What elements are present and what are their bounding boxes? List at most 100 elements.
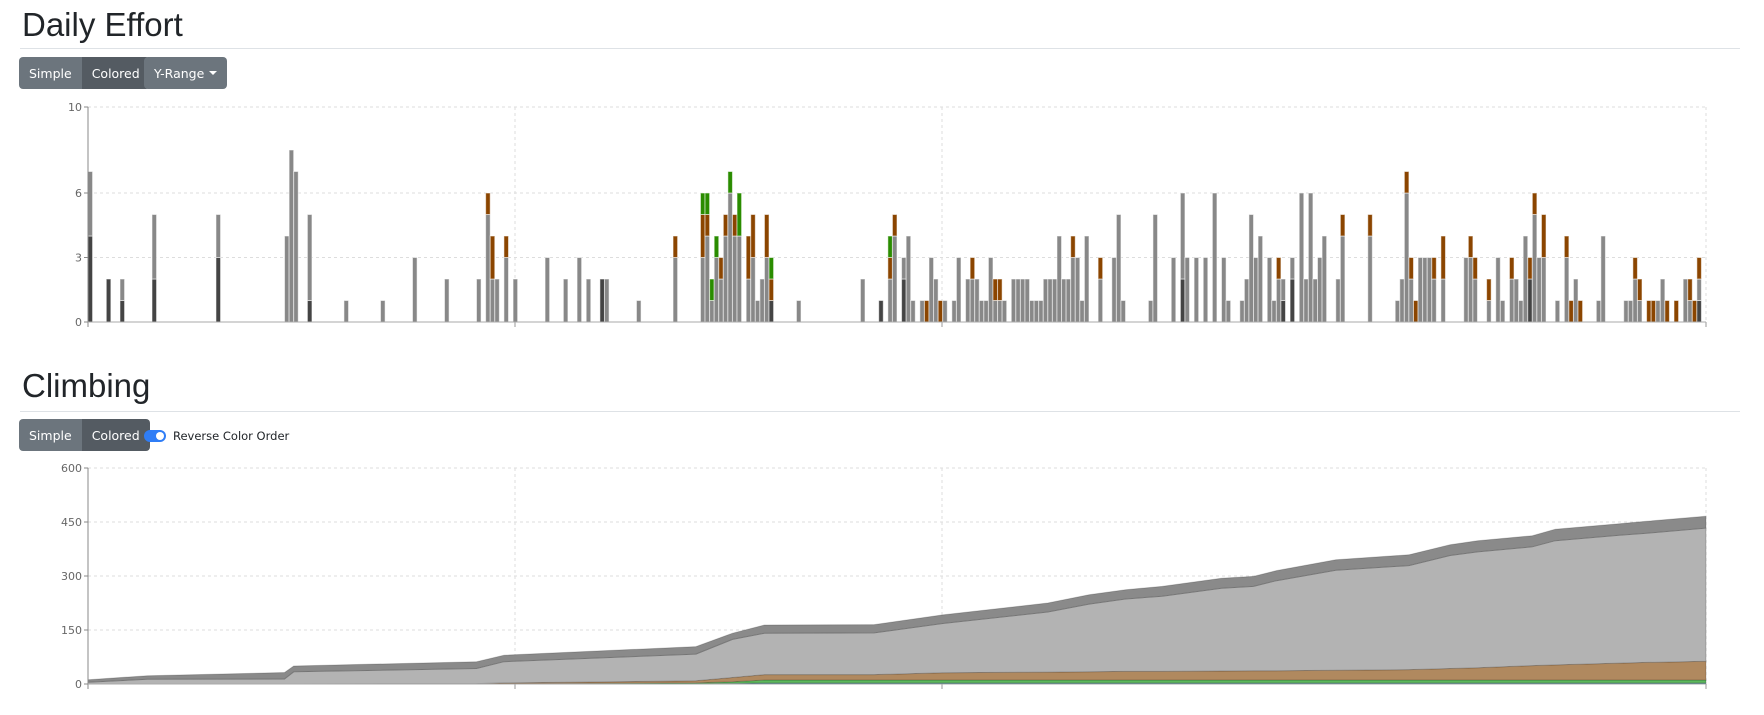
bar-segment-gray xyxy=(1522,235,1529,323)
bar-segment-brown xyxy=(923,300,930,323)
bar-segment-dark xyxy=(1696,300,1702,323)
bar-segment-gray xyxy=(992,300,999,323)
bar-segment-gray xyxy=(887,278,893,323)
bar-segment-gray xyxy=(969,278,976,323)
bar-segment-brown xyxy=(1563,235,1570,258)
bar-segment-gray xyxy=(1042,278,1049,323)
bar-segment-gray xyxy=(576,257,583,323)
bar-segment-gray xyxy=(1495,257,1501,323)
toggle-switch[interactable] xyxy=(144,430,166,442)
bar-segment-brown xyxy=(1527,257,1533,280)
bar-segment-gray xyxy=(919,300,925,323)
colored-button[interactable]: Colored xyxy=(81,57,150,89)
bar-segment-brown xyxy=(485,192,491,215)
bar-segment-gray xyxy=(585,278,592,323)
bar-segment-gray xyxy=(1467,257,1474,323)
y-tick-label: 600 xyxy=(61,462,82,475)
bar-segment-gray xyxy=(1097,278,1104,323)
bar-segment-brown xyxy=(1472,257,1478,280)
bar-segment-gray xyxy=(1275,278,1282,323)
daily-effort-chart: 0 3 6 10 xyxy=(68,101,1707,329)
bar-segment-gray xyxy=(343,300,350,323)
area-series-dark xyxy=(87,515,1707,683)
bar-segment-gray xyxy=(1015,278,1021,323)
bar-segment-gray xyxy=(215,214,222,258)
bar-segment-gray xyxy=(1257,235,1264,323)
bar-segment-dark xyxy=(901,278,907,323)
bar-segment-green xyxy=(736,192,743,237)
bar-segment-brown xyxy=(1696,257,1702,280)
bar-segment-gray xyxy=(1065,278,1072,323)
bar-segment-gray xyxy=(1202,257,1209,323)
bar-segment-brown xyxy=(503,235,509,258)
colored-button[interactable]: Colored xyxy=(81,419,150,451)
bar-segment-gray xyxy=(859,278,866,323)
bar-segment-gray xyxy=(1074,257,1081,323)
bar-segment-gray xyxy=(1193,257,1200,323)
y-tick-label: 3 xyxy=(75,252,82,265)
bar-segment-gray xyxy=(1019,278,1026,323)
bar-segment-gray xyxy=(709,300,715,323)
bar-segment-gray xyxy=(1061,278,1067,323)
bar-segment-dark xyxy=(1179,278,1186,323)
bar-segment-brown xyxy=(969,257,976,280)
bar-segment-brown xyxy=(887,257,893,280)
bar-segment-gray xyxy=(1696,278,1702,301)
bar-segment-gray xyxy=(1536,257,1542,323)
bar-segment-gray xyxy=(1221,257,1227,323)
climbing-chart: 0 150 300 450 600 xyxy=(61,462,1707,691)
bar-segment-brown xyxy=(1486,278,1492,301)
bar-segment-dark xyxy=(768,300,775,323)
bar-segment-brown xyxy=(1097,257,1104,280)
bar-segment-brown xyxy=(1412,300,1419,323)
bar-segment-brown xyxy=(750,214,756,258)
reverse-color-order-toggle[interactable]: Reverse Color Order xyxy=(144,429,289,443)
bar-segment-brown xyxy=(489,235,496,280)
simple-button[interactable]: Simple xyxy=(19,57,82,89)
bar-segment-brown xyxy=(1646,300,1652,323)
bar-segment-gray xyxy=(494,278,500,323)
y-range-dropdown[interactable]: Y-Range xyxy=(144,57,228,89)
bar-segment-dark xyxy=(119,300,126,323)
bar-segment-brown xyxy=(1632,257,1638,280)
daily-effort-title: Daily Effort xyxy=(22,6,183,43)
bar-segment-gray xyxy=(1627,300,1634,323)
bar-segment-brown xyxy=(1650,300,1657,323)
bar-segment-gray xyxy=(1184,257,1191,323)
bar-segment-gray xyxy=(713,257,720,323)
bar-segment-dark xyxy=(215,257,222,323)
bar-segment-gray xyxy=(1426,257,1433,323)
bar-segment-brown xyxy=(1070,235,1076,258)
bar-segment-gray xyxy=(1111,257,1117,323)
simple-button[interactable]: Simple xyxy=(19,419,82,451)
bar-segment-gray xyxy=(1038,300,1044,323)
bar-segment-gray xyxy=(1047,278,1053,323)
bar-segment-gray xyxy=(727,192,733,323)
bar-segment-gray xyxy=(444,278,450,323)
bar-segment-brown xyxy=(699,214,706,258)
bar-segment-gray xyxy=(736,235,743,323)
bar-segment-dark xyxy=(1527,278,1533,323)
bar-segment-gray xyxy=(704,235,711,323)
bar-segment-gray xyxy=(544,257,551,323)
bar-segment-brown xyxy=(1673,300,1680,323)
climbing-divider xyxy=(20,411,1740,412)
bar-segment-gray xyxy=(1010,278,1017,323)
bar-segment-gray xyxy=(718,278,724,323)
bar-segment-gray xyxy=(1431,278,1437,323)
bar-segment-brown xyxy=(1431,257,1437,280)
bar-segment-gray xyxy=(306,214,313,301)
bar-segment-gray xyxy=(1115,214,1122,323)
bar-segment-brown xyxy=(1636,278,1643,301)
bar-segment-gray xyxy=(562,278,569,323)
bar-segment-gray xyxy=(1271,300,1277,323)
bar-segment-brown xyxy=(1403,171,1410,194)
bar-segment-gray xyxy=(754,300,761,323)
bar-segment-gray xyxy=(1211,192,1218,323)
bar-segment-gray xyxy=(965,278,971,323)
bar-segment-gray xyxy=(1335,278,1341,323)
bar-segment-brown xyxy=(937,300,944,323)
bar-segment-gray xyxy=(1001,300,1008,323)
bar-segment-gray xyxy=(1655,300,1661,323)
bar-segment-gray xyxy=(1339,235,1346,323)
